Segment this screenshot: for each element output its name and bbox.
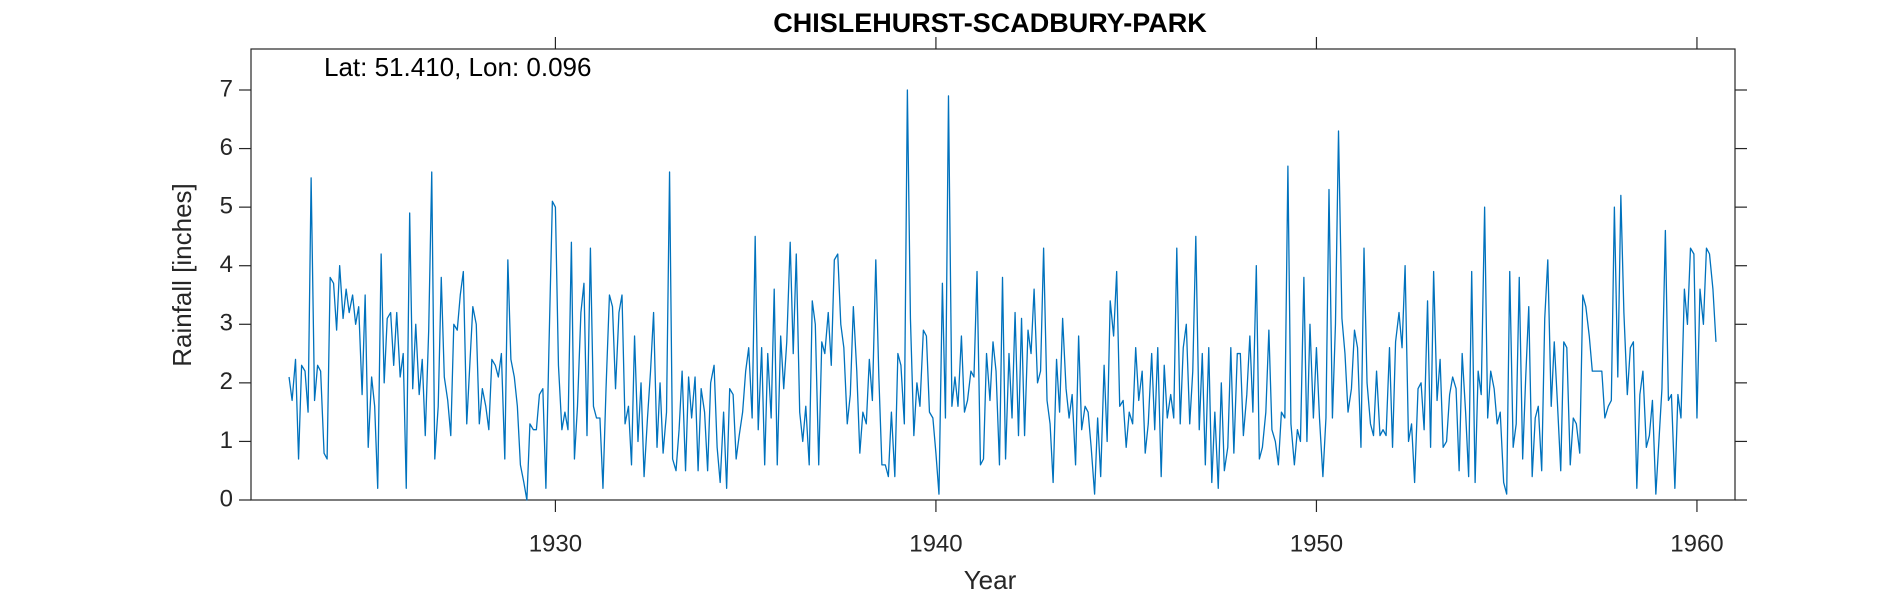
y-tick-label: 6 [220,134,233,161]
x-axis-label: Year [964,565,1017,591]
y-tick-label: 5 [220,192,233,219]
x-tick-label: 1960 [1670,530,1723,557]
y-axis-label: Rainfall [inches] [167,183,197,367]
y-tick-label: 1 [220,427,233,454]
rainfall-line [288,89,1717,501]
y-tick-label: 0 [220,485,233,512]
y-tick-label: 4 [220,251,233,278]
y-tick-label: 7 [220,75,233,102]
chart-title: CHISLEHURST-SCADBURY-PARK [773,8,1207,38]
x-tick-label: 1930 [529,530,582,557]
plot-frame [250,48,1736,501]
x-tick-label: 1950 [1290,530,1343,557]
y-tick-label: 3 [220,310,233,337]
x-tick-label: 1940 [909,530,962,557]
y-tick-label: 2 [220,368,233,395]
annotation: Lat: 51.410, Lon: 0.096 [324,52,591,82]
